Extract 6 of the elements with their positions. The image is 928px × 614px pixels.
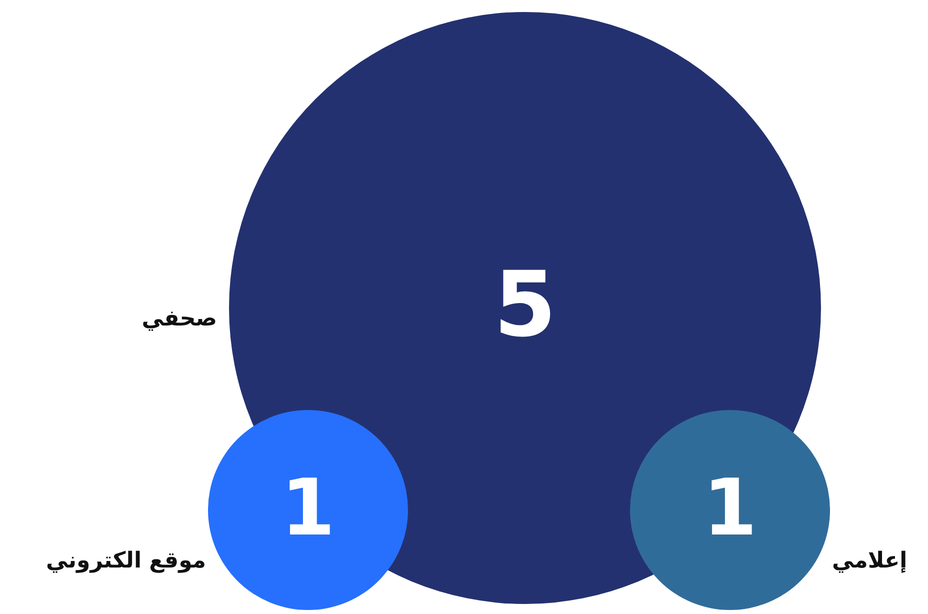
data-label: 1 [702, 463, 758, 554]
data-label: 5 [494, 252, 556, 358]
category-label: إعلامي [832, 548, 908, 574]
category-label: موقع الكتروني [46, 548, 206, 574]
category-label: صحفي [142, 306, 217, 332]
data-label: 1 [280, 463, 336, 554]
